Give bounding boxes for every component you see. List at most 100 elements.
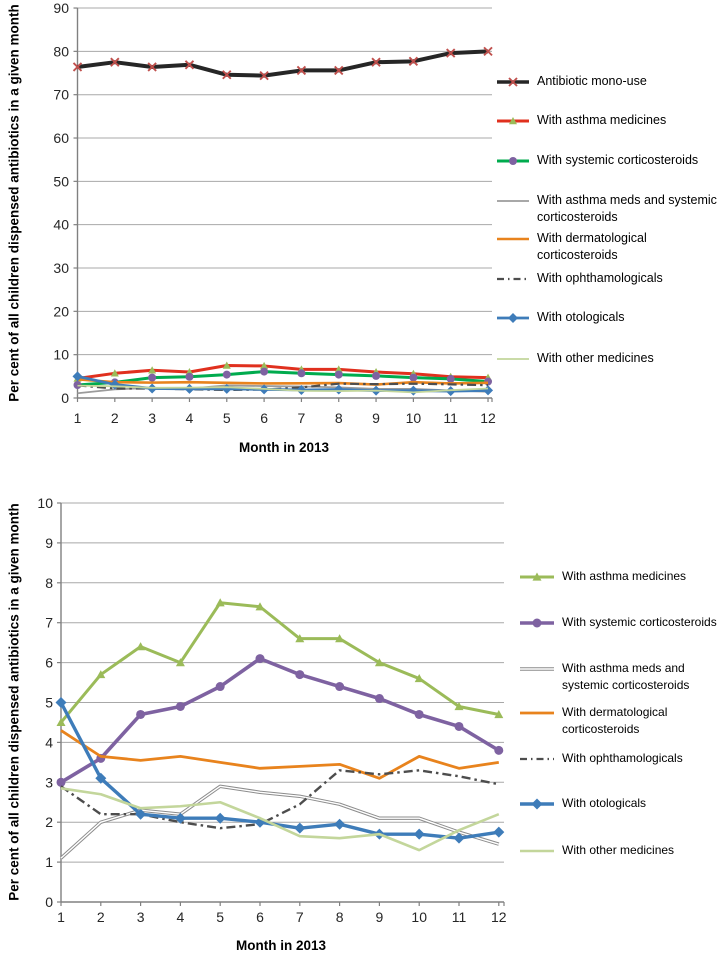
series-with-asthma-medicines: [73, 361, 493, 382]
legend-label: With ophthamologicals: [562, 751, 683, 765]
legend-swatch-with-asthma-meds-and-systemic-corticosteroids: [520, 667, 554, 671]
legend-swatch-with-ophthamologicals: [497, 277, 529, 281]
legend-swatch-with-otologicals: [497, 313, 529, 323]
legend-label: With systemic corticosteroids: [537, 153, 699, 167]
legend-item-with-asthma-medicines: With asthma medicines: [520, 568, 726, 585]
y-tick-label: 0: [61, 390, 69, 406]
legend-item-with-asthma-meds-and-systemic-corticosteroids: With asthma meds and systemic corticoste…: [497, 192, 722, 226]
x-tick-label: 2: [97, 909, 105, 925]
x-tick-label: 1: [74, 410, 82, 426]
legend-swatch-with-otologicals: [520, 798, 554, 810]
legend-label: With dermatological corticosteroids: [537, 231, 647, 262]
x-tick-label: 7: [296, 909, 304, 925]
y-tick-label: 4: [45, 734, 53, 750]
y-tick-label: 60: [53, 130, 69, 146]
y-tick-label: 9: [45, 535, 53, 551]
legend-item-with-otologicals: With otologicals: [497, 309, 722, 326]
series-with-systemic-corticosteroids: [73, 367, 493, 390]
x-tick-label: 5: [216, 909, 224, 925]
legend-item-with-asthma-medicines: With asthma medicines: [497, 112, 722, 129]
series-with-otologicals: [55, 697, 505, 844]
legend-item-with-ophthamologicals: With ophthamologicals: [497, 270, 722, 287]
x-tick-label: 4: [177, 909, 185, 925]
y-tick-label: 90: [53, 0, 69, 16]
legend-item-with-dermatological-corticosteroids: With dermatological corticosteroids: [520, 704, 726, 738]
x-tick-label: 6: [260, 410, 268, 426]
legend-label: With asthma medicines: [537, 113, 667, 127]
y-tick-label: 50: [53, 173, 69, 189]
y-tick-label: 10: [53, 347, 69, 363]
legend-item-with-other-medicines: With other medicines: [497, 350, 722, 367]
series-with-other-medicines: [60, 786, 500, 852]
legend-label: Antibiotic mono-use: [537, 74, 647, 88]
y-tick-label: 20: [53, 303, 69, 319]
y-tick-label: 8: [45, 575, 53, 591]
x-tick-label: 11: [452, 909, 467, 925]
x-tick-label: 7: [298, 410, 306, 426]
y-tick-label: 70: [53, 87, 69, 103]
legend-item-with-ophthamologicals: With ophthamologicals: [520, 750, 726, 767]
x-tick-label: 1: [57, 909, 65, 925]
legend-item-with-other-medicines: With other medicines: [520, 842, 726, 859]
legend-swatch-with-systemic-corticosteroids: [520, 618, 554, 628]
legend-label: With asthma meds and systemic corticoste…: [537, 193, 717, 224]
series-with-asthma-medicines: [56, 598, 504, 727]
series-with-systemic-corticosteroids: [56, 654, 504, 787]
legend-label: With asthma meds and systemic corticoste…: [562, 661, 690, 692]
y-tick-label: 80: [53, 43, 69, 59]
series-with-other-medicines: [77, 384, 489, 394]
y-tick-label: 40: [53, 217, 69, 233]
legend-label: With other medicines: [537, 351, 654, 365]
series-with-asthma-meds-and-systemic-corticosteroids: [59, 784, 500, 860]
y-tick-label: 10: [37, 495, 53, 511]
legend-label: With other medicines: [562, 843, 675, 857]
legend-swatch-with-systemic-corticosteroids: [497, 157, 529, 165]
legend-label: With ophthamologicals: [537, 271, 663, 285]
x-tick-label: 12: [480, 410, 496, 426]
legend-label: With otologicals: [562, 796, 647, 810]
legend-swatch-with-asthma-medicines: [520, 572, 554, 581]
series-with-ophthamologicals: [60, 769, 500, 830]
legend-label: With asthma medicines: [562, 569, 687, 583]
legend-label: With otologicals: [537, 310, 625, 324]
legend-item-with-asthma-meds-and-systemic-corticosteroids: With asthma meds and systemic corticoste…: [520, 660, 726, 694]
y-tick-label: 2: [45, 814, 53, 830]
x-tick-label: 9: [376, 909, 384, 925]
y-tick-label: 0: [45, 894, 53, 910]
x-tick-label: 5: [223, 410, 231, 426]
series-with-dermatological-corticosteroids: [60, 729, 500, 780]
x-tick-label: 8: [335, 410, 343, 426]
legend-swatch-with-ophthamologicals: [520, 757, 554, 761]
legend-item-with-systemic-corticosteroids: With systemic corticosteroids: [497, 152, 722, 169]
y-tick-label: 1: [45, 854, 53, 870]
series-with-dermatological-corticosteroids: [77, 378, 489, 386]
x-tick-label: 3: [148, 410, 156, 426]
legend-swatch-with-asthma-medicines: [497, 117, 529, 125]
legend-item-antibiotic-mono-use: Antibiotic mono-use: [497, 73, 722, 90]
y-tick-label: 6: [45, 655, 53, 671]
x-tick-label: 11: [443, 410, 458, 426]
legend-item-with-dermatological-corticosteroids: With dermatological corticosteroids: [497, 230, 722, 264]
legend-label: With systemic corticosteroids: [562, 615, 717, 629]
x-tick-label: 8: [336, 909, 344, 925]
y-tick-label: 30: [53, 260, 69, 276]
bottom-y-axis-title: Per cent of all children dispensed antib…: [6, 503, 22, 901]
top-x-axis-title: Month in 2013: [238, 440, 330, 455]
y-tick-label: 7: [45, 615, 53, 631]
x-tick-label: 12: [491, 909, 507, 925]
legend-label: With dermatological corticosteroids: [562, 705, 668, 736]
legend-swatch-antibiotic-mono-use: [497, 77, 529, 87]
series-antibiotic-mono-use: [72, 46, 493, 81]
legend-swatch-with-asthma-meds-and-systemic-corticosteroids: [497, 200, 529, 202]
x-tick-label: 4: [186, 410, 194, 426]
x-tick-label: 6: [256, 909, 264, 925]
legend-swatch-with-dermatological-corticosteroids: [497, 237, 529, 241]
legend-item-with-systemic-corticosteroids: With systemic corticosteroids: [520, 614, 726, 631]
legend-swatch-with-dermatological-corticosteroids: [520, 711, 554, 715]
x-tick-label: 9: [372, 410, 380, 426]
bottom-x-axis-title: Month in 2013: [235, 938, 327, 953]
legend-swatch-with-other-medicines: [520, 849, 554, 853]
